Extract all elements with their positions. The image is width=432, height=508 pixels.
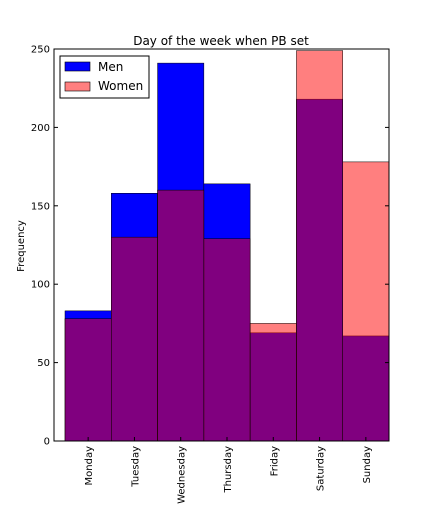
x-tick-label-saturday: Saturday: [316, 446, 327, 491]
legend-label-men: Men: [98, 60, 123, 74]
y-tick-label: 100: [31, 280, 50, 291]
y-tick-label: 150: [31, 201, 50, 212]
bar-women-saturday: [296, 51, 342, 441]
x-axis-ticks: Monday Tuesday Wednesday Thursday Friday Satu…: [84, 437, 373, 504]
y-axis-label: Frequency: [16, 220, 27, 272]
x-tick-label-sunday: Sunday: [362, 446, 373, 483]
legend-swatch-men: [65, 62, 90, 71]
bar-women-friday: [250, 323, 296, 441]
y-tick-label: 250: [31, 45, 50, 56]
bar-women-tuesday: [111, 237, 157, 441]
bar-women-wednesday: [158, 190, 204, 441]
bar-women-sunday: [343, 162, 389, 441]
x-tick-label-monday: Monday: [84, 446, 95, 486]
legend-swatch-women: [65, 82, 90, 91]
bar-women-thursday: [204, 239, 250, 441]
y-tick-label: 50: [37, 358, 50, 369]
x-tick-label-friday: Friday: [269, 446, 280, 476]
legend-label-women: Women: [98, 79, 143, 93]
x-tick-label-thursday: Thursday: [223, 446, 234, 494]
y-tick-label: 200: [31, 123, 50, 134]
bar-women-monday: [65, 319, 111, 441]
legend: Men Women: [60, 56, 149, 98]
women-bars: [65, 51, 389, 441]
x-tick-label-wednesday: Wednesday: [177, 446, 188, 504]
x-tick-label-tuesday: Tuesday: [130, 446, 141, 488]
y-tick-label: 0: [44, 437, 50, 448]
chart-title: Day of the week when PB set: [133, 34, 309, 48]
